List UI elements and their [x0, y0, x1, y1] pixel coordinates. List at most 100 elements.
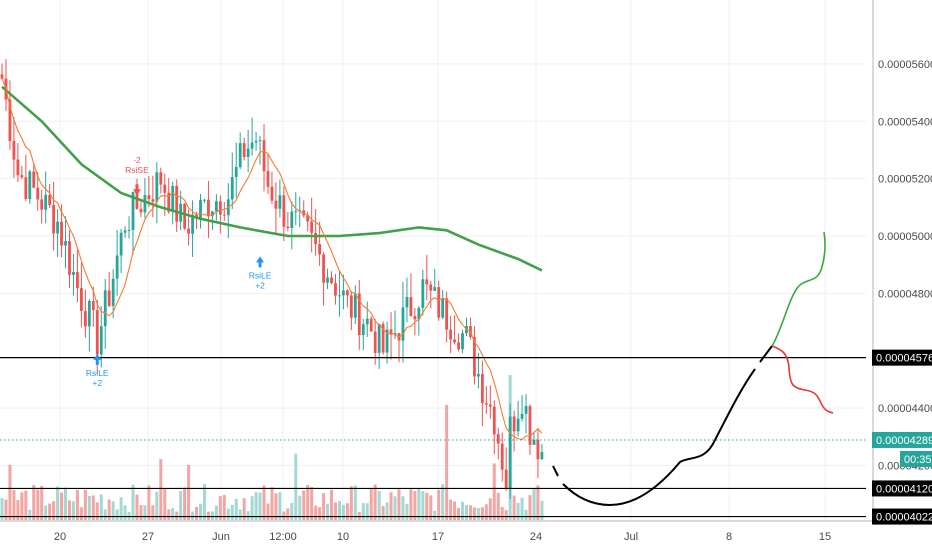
- volume-bar: [326, 503, 330, 520]
- candle-body: [139, 208, 143, 213]
- price-tag-background: [872, 431, 932, 448]
- volume-bar: [131, 484, 135, 520]
- price-tag[interactable]: 0.00004120: [872, 480, 932, 497]
- candle-body: [111, 278, 115, 306]
- candle-body: [536, 439, 540, 460]
- candle-body: [425, 279, 429, 285]
- candle-body: [488, 404, 492, 407]
- price-tag-background: [872, 349, 932, 366]
- candle-body: [127, 229, 131, 231]
- candle-body: [211, 211, 214, 217]
- candle-body: [528, 406, 532, 445]
- candle-body: [12, 141, 16, 160]
- volume-bar: [16, 499, 20, 520]
- volume-bar: [36, 489, 40, 520]
- candle-body: [437, 287, 441, 318]
- volume-bar: [171, 508, 175, 520]
- volume-bar: [8, 464, 12, 520]
- projection-path-black[interactable]: [552, 345, 773, 507]
- volume-bar: [242, 498, 246, 520]
- candle-body: [405, 296, 409, 308]
- candle-body: [131, 192, 135, 230]
- volume-bar: [218, 496, 222, 520]
- volume-bar: [258, 492, 262, 520]
- volume-bar: [234, 498, 238, 520]
- projection-path-bearish[interactable]: [771, 345, 834, 414]
- candle-body: [306, 215, 310, 222]
- volume-bar: [314, 505, 318, 520]
- volume-bar: [60, 492, 64, 520]
- projection-path-bullish[interactable]: [771, 231, 826, 347]
- candle-body: [95, 310, 99, 355]
- signal-arrow-down: [132, 184, 141, 196]
- candle-body: [508, 416, 512, 489]
- candle-body: [401, 307, 405, 341]
- price-tag[interactable]: 0.00004289: [872, 431, 932, 448]
- candle-body: [187, 228, 190, 234]
- candle-body: [357, 293, 361, 335]
- candle-body: [286, 226, 290, 229]
- volume-bar: [484, 504, 488, 520]
- volume-bar: [83, 489, 87, 520]
- volume-bar: [52, 501, 56, 520]
- y-tick-label: 0.00004400: [878, 403, 932, 415]
- volume-bar: [476, 507, 480, 520]
- signal-label: RsiLE: [86, 368, 109, 378]
- volume-bar: [24, 490, 28, 520]
- candle-body: [40, 199, 44, 210]
- candle-body: [175, 185, 179, 222]
- candle-body: [421, 279, 425, 308]
- volume-bar: [413, 490, 417, 520]
- volume-bar: [385, 502, 389, 520]
- candle-body: [409, 296, 413, 317]
- volume-bar: [12, 489, 16, 520]
- drawn-projection-path[interactable]: [552, 231, 834, 507]
- volume-bar: [270, 487, 274, 520]
- signal-label: RsiLE: [249, 270, 272, 280]
- volume-bar: [337, 501, 341, 520]
- chart-grid: [0, 0, 866, 520]
- candle-body: [214, 201, 218, 212]
- volume-bar: [226, 508, 230, 520]
- volume-bar: [528, 495, 532, 520]
- candle-body: [64, 241, 67, 246]
- volume-bar: [99, 494, 103, 520]
- candle-body: [429, 284, 433, 291]
- volume-bar: [95, 502, 99, 520]
- volume-bar: [230, 504, 234, 520]
- price-tag[interactable]: 0.00004022: [872, 508, 932, 525]
- volume-bar: [369, 488, 373, 520]
- price-tag-background: [872, 508, 932, 525]
- volume-bars: [0, 375, 544, 520]
- volume-bar: [345, 503, 349, 520]
- horizontal-level-lines[interactable]: [0, 357, 866, 518]
- volume-bar: [397, 489, 401, 520]
- candle-body: [199, 199, 202, 219]
- candle-body: [441, 298, 445, 318]
- candle-body: [461, 333, 464, 350]
- price-tag[interactable]: 0.00004576: [872, 349, 932, 366]
- candle-body: [258, 140, 262, 142]
- volume-bar: [48, 503, 52, 520]
- candle-body: [242, 143, 246, 157]
- y-tick-label: 0.00004800: [878, 288, 932, 300]
- volume-bar: [183, 487, 187, 520]
- x-tick-label: 24: [530, 531, 542, 543]
- volume-bar: [20, 492, 24, 520]
- candle-body: [496, 434, 500, 444]
- volume-bar: [28, 509, 32, 520]
- candle-body: [393, 333, 397, 335]
- candle-body: [203, 199, 206, 201]
- volume-bar: [464, 504, 468, 520]
- volume-bar: [32, 484, 36, 520]
- candle-body: [516, 418, 520, 432]
- candle-body: [492, 406, 496, 435]
- candle-body: [60, 221, 63, 246]
- x-tick-label: 8: [726, 531, 732, 543]
- candle-body: [361, 324, 365, 335]
- candle-body: [385, 329, 389, 353]
- candle-body: [504, 469, 508, 489]
- candle-body: [345, 290, 349, 296]
- candle-body: [473, 336, 476, 377]
